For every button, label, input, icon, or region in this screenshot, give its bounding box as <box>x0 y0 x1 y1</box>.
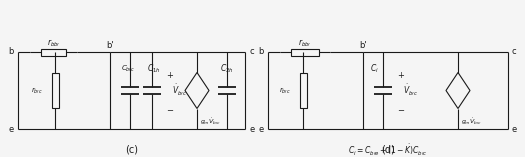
Text: $C_{1h}$: $C_{1h}$ <box>147 62 161 75</box>
Bar <box>51 73 58 108</box>
Text: $\dot{V}_{b\prime c}$: $\dot{V}_{b\prime c}$ <box>403 83 418 98</box>
Text: b: b <box>259 48 264 57</box>
Text: $C_{b\prime c}$: $C_{b\prime c}$ <box>121 63 135 74</box>
Text: e: e <box>259 125 264 133</box>
Text: (c): (c) <box>125 144 138 154</box>
Polygon shape <box>446 73 470 108</box>
Text: $r_{bb\prime}$: $r_{bb\prime}$ <box>298 37 312 49</box>
Text: c: c <box>512 48 517 57</box>
Text: c: c <box>249 48 254 57</box>
Text: $r_{bb\prime}$: $r_{bb\prime}$ <box>47 37 60 49</box>
Text: b': b' <box>106 41 114 49</box>
Text: $\dot{V}_{b\prime c}$: $\dot{V}_{b\prime c}$ <box>172 83 187 98</box>
Text: $r_{b\prime c}$: $r_{b\prime c}$ <box>31 85 43 96</box>
Text: $-$: $-$ <box>166 104 174 113</box>
Text: $C_{2h}$: $C_{2h}$ <box>220 62 234 75</box>
Text: e: e <box>9 125 14 133</box>
Text: $-$: $-$ <box>397 104 405 113</box>
Text: $g_m\dot{V}_{b\prime c}$: $g_m\dot{V}_{b\prime c}$ <box>461 116 482 127</box>
Bar <box>40 49 67 56</box>
Text: e: e <box>249 125 254 133</box>
Text: b': b' <box>359 41 367 49</box>
Text: (d): (d) <box>381 144 395 154</box>
Polygon shape <box>185 73 209 108</box>
Bar <box>299 73 307 108</box>
Text: $r_{b\prime c}$: $r_{b\prime c}$ <box>279 85 291 96</box>
Text: $C_i = C_{b\prime e} + (1-\dot{K})C_{b\prime c}$: $C_i = C_{b\prime e} + (1-\dot{K})C_{b\p… <box>348 143 428 157</box>
Bar <box>291 49 319 56</box>
Text: e: e <box>512 125 517 133</box>
Text: b: b <box>8 48 14 57</box>
Text: +: + <box>166 71 173 80</box>
Text: $C_i$: $C_i$ <box>370 62 379 75</box>
Text: $g_m\dot{V}_{b\prime c}$: $g_m\dot{V}_{b\prime c}$ <box>200 116 221 127</box>
Text: +: + <box>397 71 404 80</box>
